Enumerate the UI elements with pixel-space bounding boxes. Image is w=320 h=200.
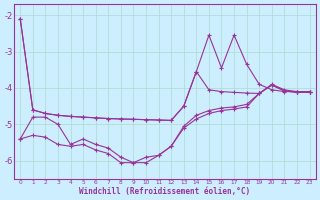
X-axis label: Windchill (Refroidissement éolien,°C): Windchill (Refroidissement éolien,°C) xyxy=(79,187,251,196)
